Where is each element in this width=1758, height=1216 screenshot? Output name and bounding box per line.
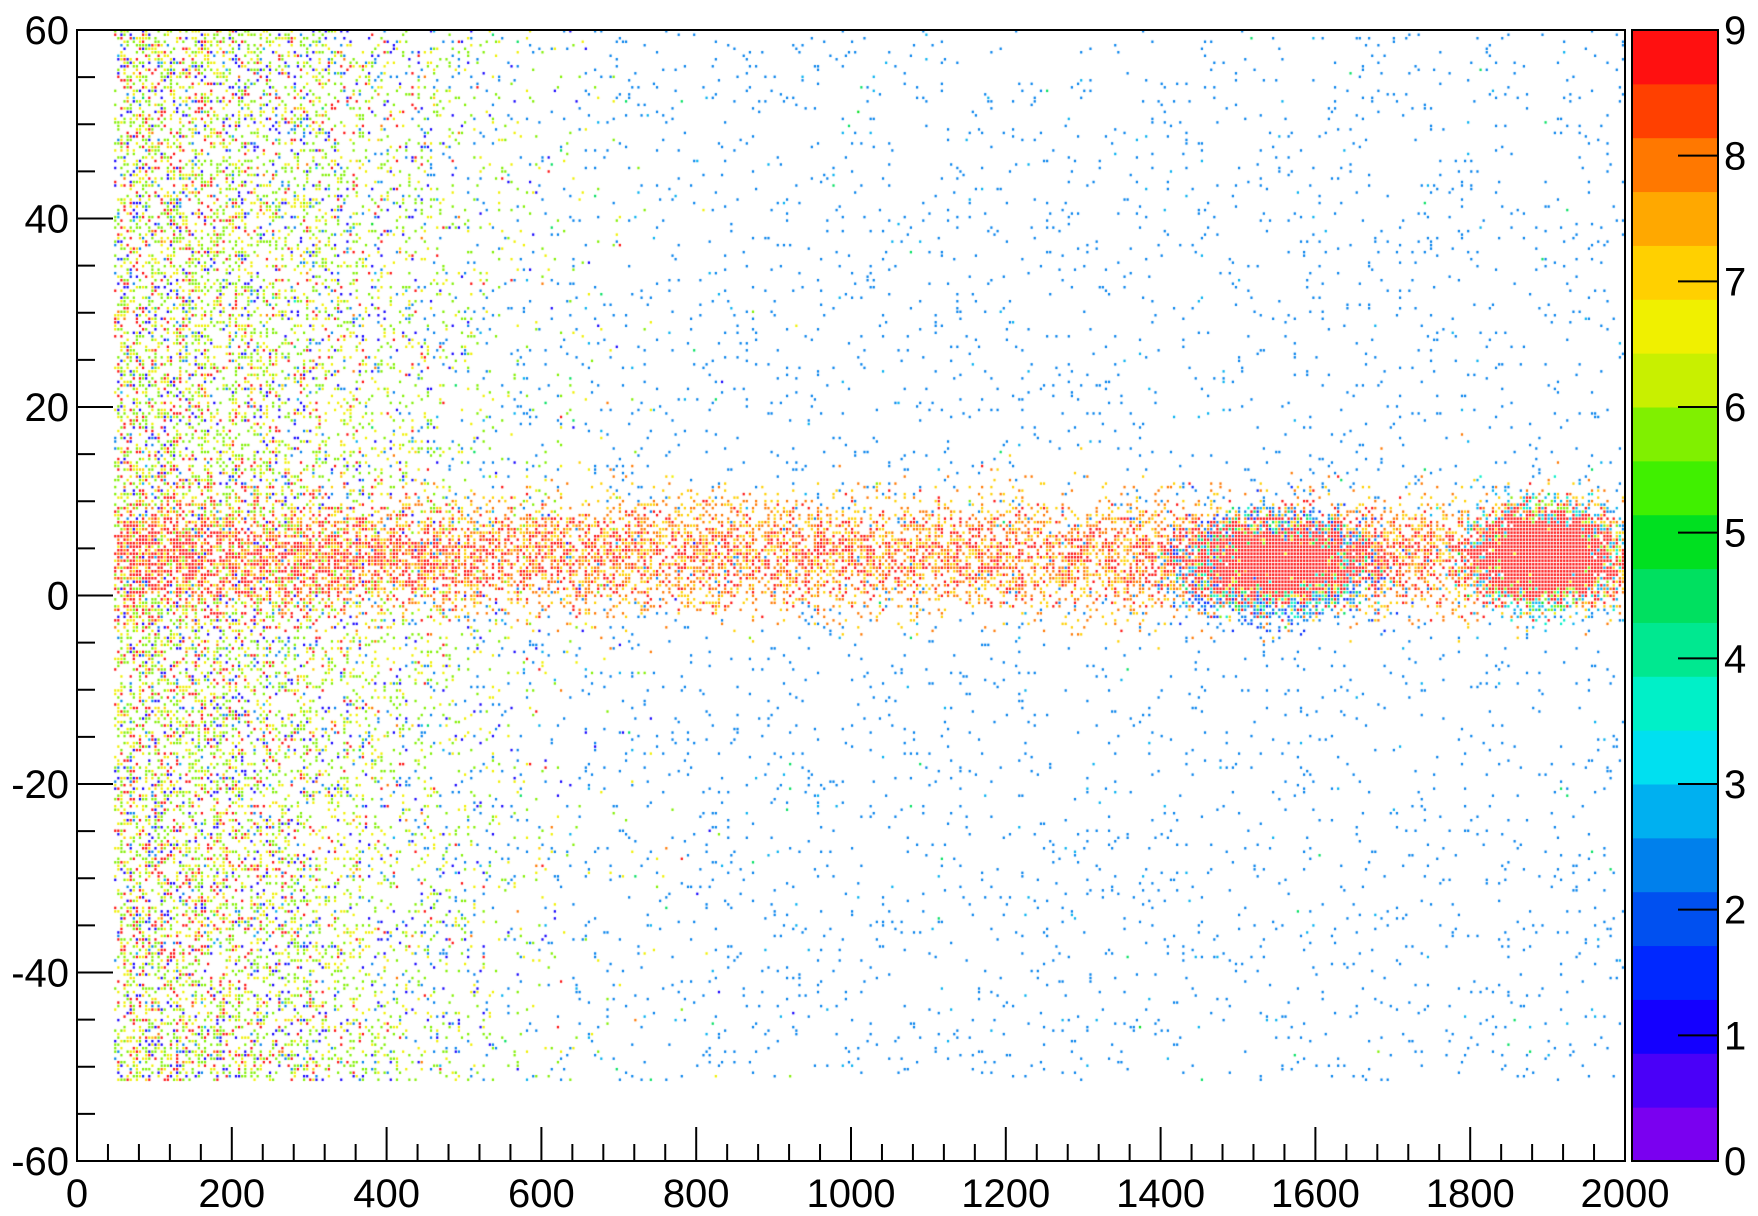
y-tick-label: 40 bbox=[25, 198, 70, 242]
x-tick-label: 2000 bbox=[1581, 1172, 1670, 1216]
x-tick-label: 1000 bbox=[807, 1172, 896, 1216]
colorbar-segment bbox=[1632, 1107, 1718, 1162]
colorbar-tick-label: 3 bbox=[1724, 763, 1746, 807]
colorbar-segment bbox=[1632, 137, 1718, 193]
colorbar-segment bbox=[1632, 891, 1718, 947]
colorbar-tick-label: 6 bbox=[1724, 386, 1746, 430]
y-tick-label: 60 bbox=[25, 9, 70, 53]
colorbar-segment bbox=[1632, 676, 1718, 731]
colorbar-segment bbox=[1632, 83, 1718, 139]
y-tick-label: -60 bbox=[11, 1140, 69, 1184]
colorbar-segment bbox=[1632, 460, 1718, 516]
colorbar-segment bbox=[1632, 299, 1718, 354]
x-tick-label: 800 bbox=[663, 1172, 730, 1216]
colorbar-segment bbox=[1632, 191, 1718, 246]
colorbar-segment bbox=[1632, 730, 1718, 785]
colorbar-segment bbox=[1632, 837, 1718, 893]
colorbar-segment bbox=[1632, 1053, 1718, 1108]
colorbar-segment bbox=[1632, 568, 1718, 623]
y-tick-label: -40 bbox=[11, 952, 69, 996]
colorbar-tick-label: 1 bbox=[1724, 1014, 1746, 1058]
colorbar-tick-label: 8 bbox=[1724, 135, 1746, 179]
colorbar-segment bbox=[1632, 999, 1718, 1054]
x-tick-label: 1800 bbox=[1426, 1172, 1515, 1216]
colorbar-segment bbox=[1632, 30, 1718, 85]
y-tick-label: -20 bbox=[11, 763, 69, 807]
colorbar-segment bbox=[1632, 945, 1718, 1000]
colorbar-tick-label: 0 bbox=[1724, 1140, 1746, 1184]
x-tick-label: 1400 bbox=[1116, 1172, 1205, 1216]
x-tick-label: 1200 bbox=[961, 1172, 1050, 1216]
colorbar-segment bbox=[1632, 407, 1718, 462]
colorbar-tick-label: 5 bbox=[1724, 512, 1746, 556]
heatmap-plot-area bbox=[77, 30, 1625, 1082]
y-tick-label: 0 bbox=[47, 575, 69, 619]
x-tick-label: 600 bbox=[508, 1172, 575, 1216]
colorbar-segment bbox=[1632, 353, 1718, 408]
colorbar-tick-label: 9 bbox=[1724, 9, 1746, 53]
colorbar-segment bbox=[1632, 784, 1718, 839]
colorbar-frame bbox=[1631, 29, 1719, 1162]
plot-frame bbox=[76, 29, 1626, 1162]
colorbar-tick-label: 4 bbox=[1724, 637, 1746, 681]
x-tick-label: 0 bbox=[66, 1172, 88, 1216]
x-tick-label: 200 bbox=[198, 1172, 265, 1216]
colorbar-tick-label: 7 bbox=[1724, 260, 1746, 304]
x-tick-label: 400 bbox=[353, 1172, 420, 1216]
y-tick-label: 20 bbox=[25, 386, 70, 430]
x-tick-label: 1600 bbox=[1271, 1172, 1360, 1216]
colorbar-segment bbox=[1632, 622, 1718, 677]
colorbar-segment bbox=[1632, 514, 1718, 570]
colorbar-tick-label: 2 bbox=[1724, 889, 1746, 933]
colorbar-segment bbox=[1632, 245, 1718, 300]
